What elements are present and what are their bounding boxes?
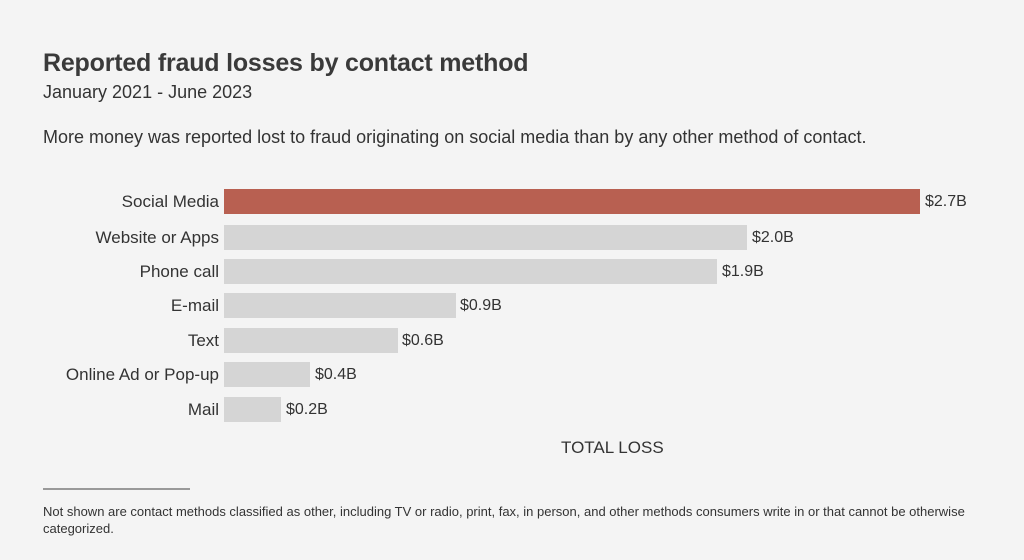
bar-row-website-or-apps: Website or Apps $2.0B [0, 225, 1024, 250]
value-label: $0.2B [286, 401, 328, 418]
category-label: Text [187, 331, 219, 350]
bar-row-phone-call: Phone call $1.9B [0, 259, 1024, 284]
bar-row-text: Text $0.6B [0, 328, 1024, 353]
category-label: Online Ad or Pop-up [65, 365, 219, 384]
value-label: $0.4B [315, 366, 357, 383]
category-label: Phone call [139, 262, 219, 281]
chart-description: More money was reported lost to fraud or… [43, 127, 867, 147]
bar-row-online-ad: Online Ad or Pop-up $0.4B [0, 362, 1024, 387]
x-axis-label: TOTAL LOSS [561, 438, 664, 457]
bar-row-social-media: Social Media $2.7B [0, 189, 1024, 214]
footnote: Not shown are contact methods classified… [43, 504, 965, 536]
bar-mail [224, 397, 281, 422]
bar-row-mail: Mail $0.2B [0, 397, 1024, 422]
footnote-divider [43, 488, 190, 490]
bar-row-e-mail: E-mail $0.9B [0, 293, 1024, 318]
bar-text [224, 328, 398, 353]
category-label: E-mail [170, 296, 219, 315]
category-label: Social Media [121, 192, 219, 211]
bar-social-media [224, 189, 920, 214]
value-label: $1.9B [722, 263, 764, 280]
value-label: $0.9B [460, 297, 502, 314]
bar-online-ad [224, 362, 310, 387]
value-label: $2.0B [752, 229, 794, 246]
chart-title: Reported fraud losses by contact method [43, 49, 529, 77]
category-label: Website or Apps [95, 228, 219, 247]
category-label: Mail [187, 400, 219, 419]
value-label: $2.7B [925, 193, 967, 210]
value-label: $0.6B [402, 332, 444, 349]
bar-phone-call [224, 259, 717, 284]
bar-e-mail [224, 293, 456, 318]
bar-website-or-apps [224, 225, 747, 250]
chart-subtitle: January 2021 - June 2023 [43, 82, 253, 102]
